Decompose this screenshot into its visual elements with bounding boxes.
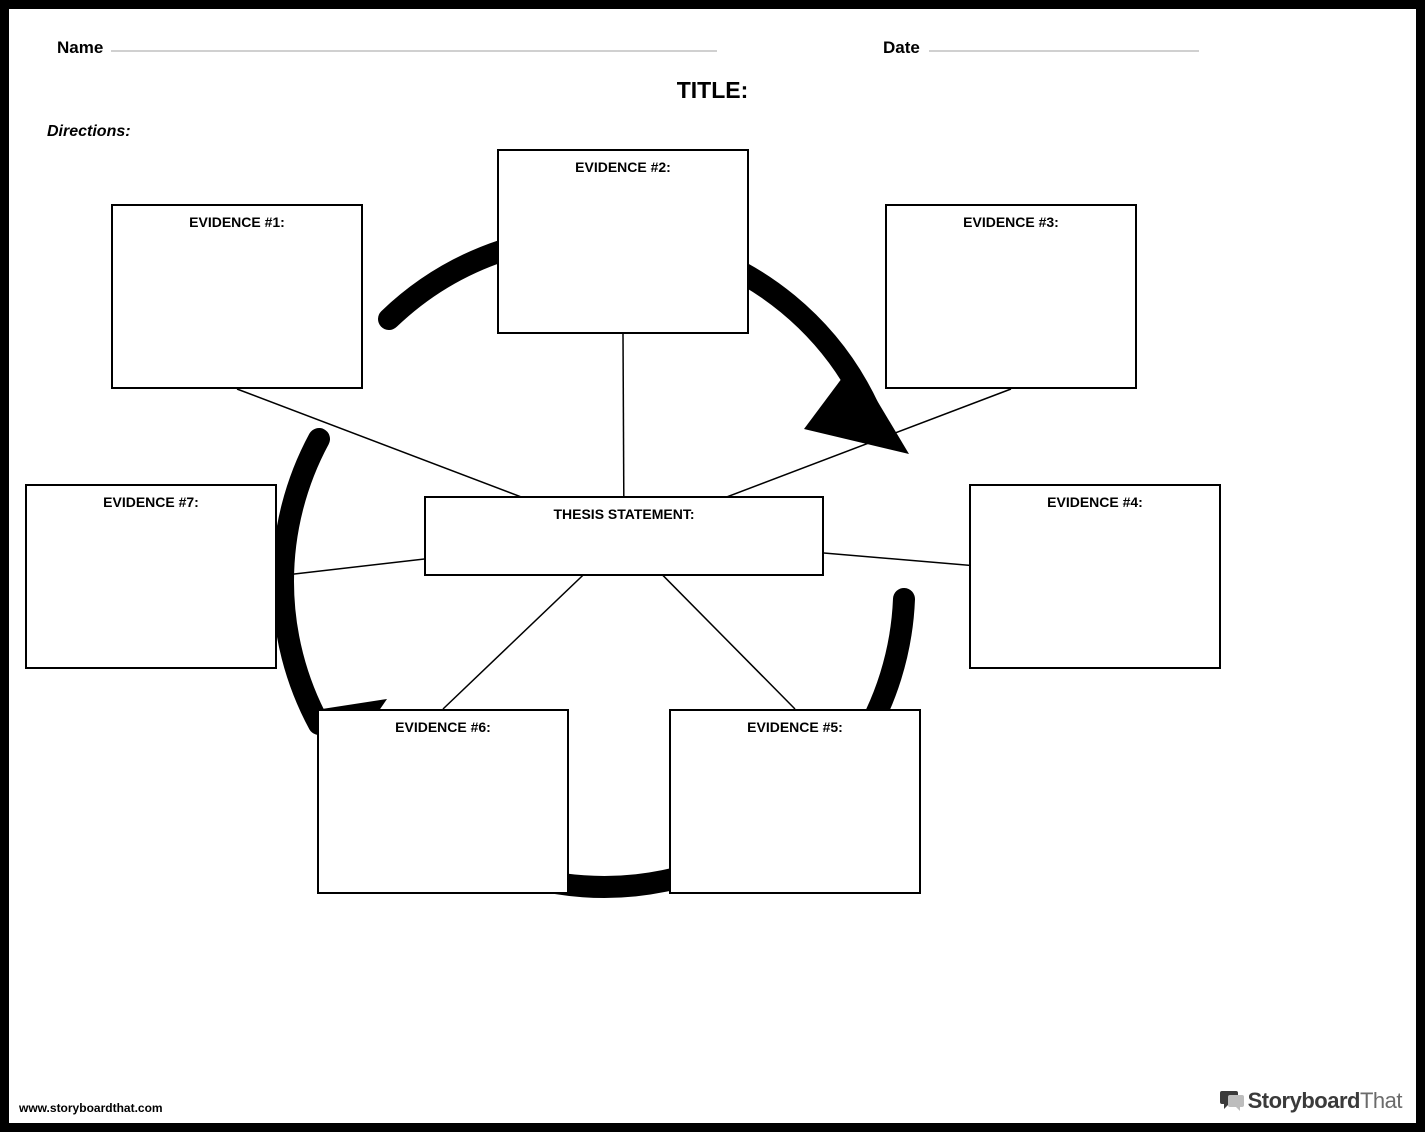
thesis-statement-label: THESIS STATEMENT: [553,506,694,522]
evidence-box-2: EVIDENCE #2: [497,149,749,334]
worksheet-page: Name Date TITLE: Directions: THESIS STAT… [0,0,1425,1132]
evidence-box-label: EVIDENCE #1: [189,214,285,230]
chat-bubble-icon [1220,1091,1244,1117]
evidence-box-label: EVIDENCE #2: [575,159,671,175]
footer-logo-bold: Storyboard [1248,1088,1360,1113]
evidence-box-label: EVIDENCE #7: [103,494,199,510]
evidence-box-label: EVIDENCE #5: [747,719,843,735]
evidence-box-1: EVIDENCE #1: [111,204,363,389]
evidence-box-label: EVIDENCE #4: [1047,494,1143,510]
evidence-box-4: EVIDENCE #4: [969,484,1221,669]
diagram: THESIS STATEMENT: EVIDENCE #1: EVIDENCE #… [9,9,1416,1123]
footer-url: www.storyboardthat.com [19,1101,163,1115]
evidence-box-3: EVIDENCE #3: [885,204,1137,389]
evidence-box-5: EVIDENCE #5: [669,709,921,894]
evidence-box-label: EVIDENCE #3: [963,214,1059,230]
footer-logo-light: That [1360,1088,1402,1113]
evidence-box-6: EVIDENCE #6: [317,709,569,894]
evidence-box-7: EVIDENCE #7: [25,484,277,669]
thesis-statement-box: THESIS STATEMENT: [424,496,824,576]
evidence-box-label: EVIDENCE #6: [395,719,491,735]
footer-logo: StoryboardThat [1220,1088,1402,1117]
